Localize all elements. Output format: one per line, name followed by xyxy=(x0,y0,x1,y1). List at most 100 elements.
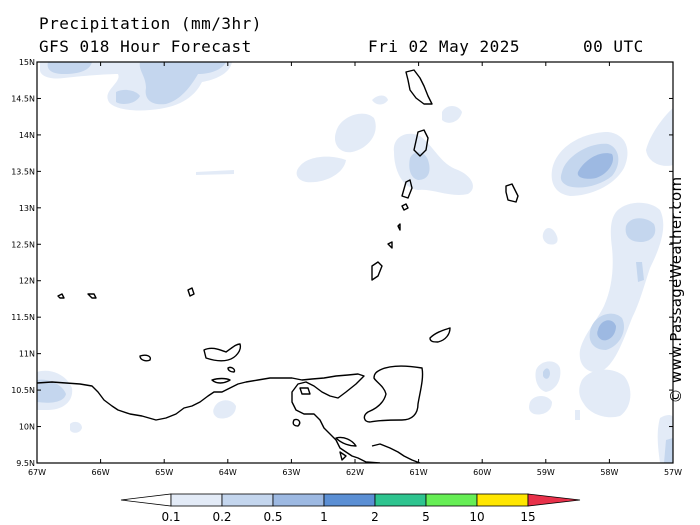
legend-level-label: 5 xyxy=(422,510,430,524)
forecast-date: Fri 02 May 2025 xyxy=(368,37,520,56)
lat-label: 10.5N xyxy=(11,386,35,395)
precip-area-east-core xyxy=(577,153,614,179)
legend-cells xyxy=(170,493,529,507)
venezuela-coast-inlet xyxy=(292,418,301,427)
precip-area-southeast xyxy=(579,369,631,418)
lon-label: 61W xyxy=(410,468,428,477)
dominica-island xyxy=(405,69,433,105)
legend-level-label: 2 xyxy=(371,510,379,524)
orinoco-delta-inlet xyxy=(335,436,357,447)
lat-label: 13N xyxy=(19,204,35,213)
venezuela-coastline xyxy=(37,373,381,463)
precip-area-east-tail-mid xyxy=(625,218,656,242)
tobago-island xyxy=(429,327,451,343)
legend-level-label: 0.5 xyxy=(263,510,283,524)
lat-label: 14.5N xyxy=(11,94,35,103)
precip-area-east-tail-core xyxy=(597,320,616,341)
watermark-text: © www.PassageWeather.com xyxy=(667,176,685,404)
precip-area-center-2 xyxy=(296,156,346,183)
precip-area-south-center xyxy=(213,400,236,419)
coastlines xyxy=(37,69,519,463)
precip-area-nw-mid xyxy=(47,62,92,74)
precip-area-east-sliver xyxy=(636,262,644,282)
small-island-3 xyxy=(211,377,231,384)
precip-area-islands-inner xyxy=(409,152,430,180)
precip-area-far-south-east-mid xyxy=(664,438,673,463)
st-lucia-island xyxy=(401,179,413,199)
lat-label: 12.5N xyxy=(11,240,35,249)
small-island-1 xyxy=(139,354,152,362)
forecast-subtitle: GFS 018 Hour Forecast xyxy=(39,37,252,56)
lon-label: 67W xyxy=(28,468,46,477)
barbados-island xyxy=(505,183,519,203)
legend-level-label: 0.1 xyxy=(161,510,181,524)
precip-area-small-4 xyxy=(575,410,580,420)
lon-label: 58W xyxy=(600,468,618,477)
lat-label: 11N xyxy=(19,350,35,359)
legend-level-label: 1 xyxy=(320,510,328,524)
lat-label: 15N xyxy=(19,58,35,67)
lat-label: 13.5N xyxy=(11,167,35,176)
grenada-island xyxy=(371,261,383,281)
lon-label: 66W xyxy=(92,468,110,477)
lon-label: 64W xyxy=(219,468,237,477)
precip-area-small-5 xyxy=(196,170,234,175)
forecast-time: 00 UTC xyxy=(583,37,644,56)
legend-cell xyxy=(170,493,223,507)
grenadines-island-2 xyxy=(397,223,401,231)
precip-area-southwest xyxy=(70,421,82,433)
legend-level-label: 0.2 xyxy=(212,510,232,524)
bonaire-island xyxy=(187,287,195,297)
st-vincent-island xyxy=(401,203,409,211)
map-ticks xyxy=(36,61,674,464)
precip-area-nw-mid-2 xyxy=(139,62,226,105)
precip-legend xyxy=(120,493,581,507)
lon-label: 65W xyxy=(155,468,173,477)
legend-cell xyxy=(323,493,376,507)
precip-area-nw-mid-3 xyxy=(116,89,140,104)
lon-label: 57W xyxy=(664,468,682,477)
trinidad-island xyxy=(363,365,424,423)
lat-label: 12N xyxy=(19,277,35,286)
legend-cell xyxy=(425,493,478,507)
venezuela-coastline-east xyxy=(371,443,421,463)
precip-area-small xyxy=(372,95,388,105)
latitude-labels: 15N 14.5N 14N 13.5N 13N 12.5N 12N 11.5N 11N 10.5N… xyxy=(11,58,35,468)
legend-cell xyxy=(272,493,325,507)
lon-label: 59W xyxy=(537,468,555,477)
precip-area-south-2 xyxy=(529,396,552,415)
margarita-island xyxy=(203,343,242,362)
lon-label: 62W xyxy=(346,468,364,477)
legend-cell xyxy=(476,493,529,507)
lon-label: 60W xyxy=(473,468,491,477)
precip-area-small-3 xyxy=(542,228,558,245)
precip-area-west-mid xyxy=(37,379,66,403)
legend-cell xyxy=(221,493,274,507)
lat-label: 9.5N xyxy=(16,459,35,468)
lon-label: 63W xyxy=(282,468,300,477)
lat-label: 10N xyxy=(19,423,35,432)
precip-area-south-1-core xyxy=(543,368,550,379)
orinoco-delta-inlet-2 xyxy=(339,451,347,461)
legend-level-label: 10 xyxy=(469,510,485,524)
precip-area-far-east xyxy=(646,108,673,166)
legend-low-arrow xyxy=(120,493,172,507)
legend-high-arrow xyxy=(527,493,581,507)
precip-area-islands xyxy=(393,133,473,195)
aruba-island xyxy=(57,293,65,299)
martinique-island xyxy=(413,129,429,157)
lat-label: 11.5N xyxy=(11,313,35,322)
grenadines-island xyxy=(387,241,393,249)
chart-title: Precipitation (mm/3hr) xyxy=(39,14,262,33)
legend-level-label: 15 xyxy=(520,510,536,524)
small-island-2 xyxy=(227,366,236,373)
precip-area-small-2 xyxy=(442,106,462,123)
precip-area-center xyxy=(334,113,376,153)
legend-cell xyxy=(374,493,427,507)
longitude-labels: 67W 66W 65W 64W 63W 62W 61W 60W 59W 58W 57W xyxy=(28,468,682,477)
precipitation-areas xyxy=(37,62,673,463)
curacao-island xyxy=(87,293,97,299)
la-tortuga-island xyxy=(299,387,311,395)
lat-label: 14N xyxy=(19,131,35,140)
